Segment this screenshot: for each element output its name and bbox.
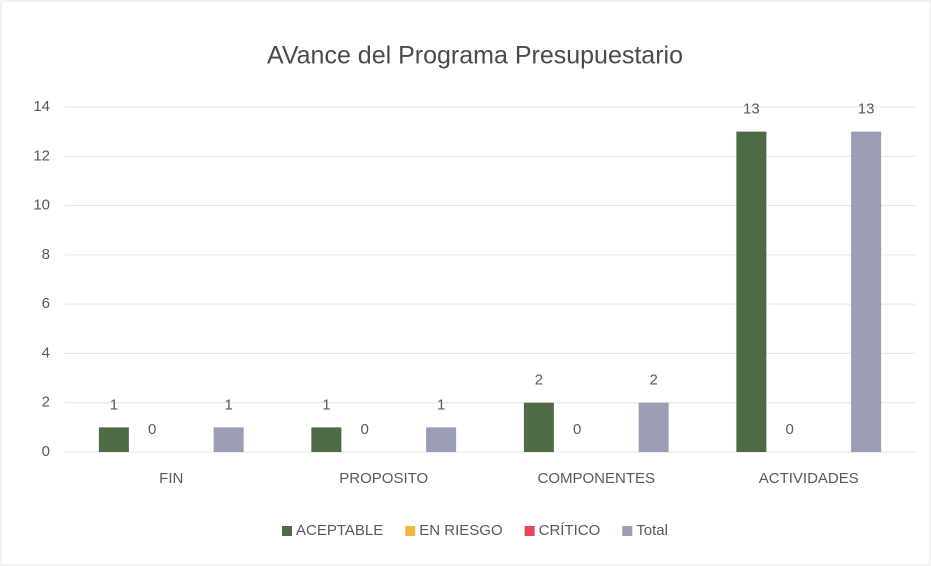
x-tick-label: FIN	[159, 470, 183, 487]
y-tick-label: 6	[42, 295, 50, 312]
legend-label: EN RIESGO	[419, 522, 502, 539]
legend-swatch	[405, 526, 416, 536]
bar	[638, 402, 669, 452]
legend-label: ACEPTABLE	[296, 522, 383, 539]
data-label: 0	[360, 421, 368, 438]
y-tick-label: 2	[42, 394, 50, 411]
data-label: 1	[437, 396, 445, 413]
data-label: 2	[649, 372, 657, 389]
x-tick-label: ACTIVIDADES	[759, 470, 859, 487]
legend-swatch	[524, 526, 535, 536]
bar	[98, 427, 129, 452]
legend-swatch	[622, 526, 633, 536]
y-tick-label: 12	[33, 147, 50, 164]
x-tick-label: COMPONENTES	[537, 470, 655, 487]
legend-label: Total	[636, 522, 668, 539]
bar	[213, 427, 244, 452]
data-label: 13	[743, 101, 760, 118]
data-label: 0	[785, 421, 793, 438]
data-label: 0	[148, 421, 156, 438]
bar	[851, 131, 882, 452]
chart-title: AVance del Programa Presupuestario	[267, 42, 683, 70]
data-label: 13	[858, 101, 875, 118]
data-label: 1	[322, 396, 330, 413]
data-label: 2	[535, 372, 543, 389]
data-label: 1	[110, 396, 118, 413]
bar	[426, 427, 457, 452]
bar	[736, 131, 767, 452]
y-tick-label: 10	[33, 197, 50, 214]
data-label: 0	[573, 421, 581, 438]
data-label: 1	[224, 396, 232, 413]
y-tick-label: 0	[42, 443, 50, 460]
bar	[311, 427, 342, 452]
legend-label: CRÍTICO	[539, 522, 601, 539]
y-tick-label: 8	[42, 246, 50, 263]
y-tick-label: 4	[42, 344, 50, 361]
bar	[523, 402, 554, 452]
x-tick-label: PROPOSITO	[339, 470, 428, 487]
y-tick-label: 14	[33, 98, 50, 115]
legend-swatch	[282, 526, 293, 536]
